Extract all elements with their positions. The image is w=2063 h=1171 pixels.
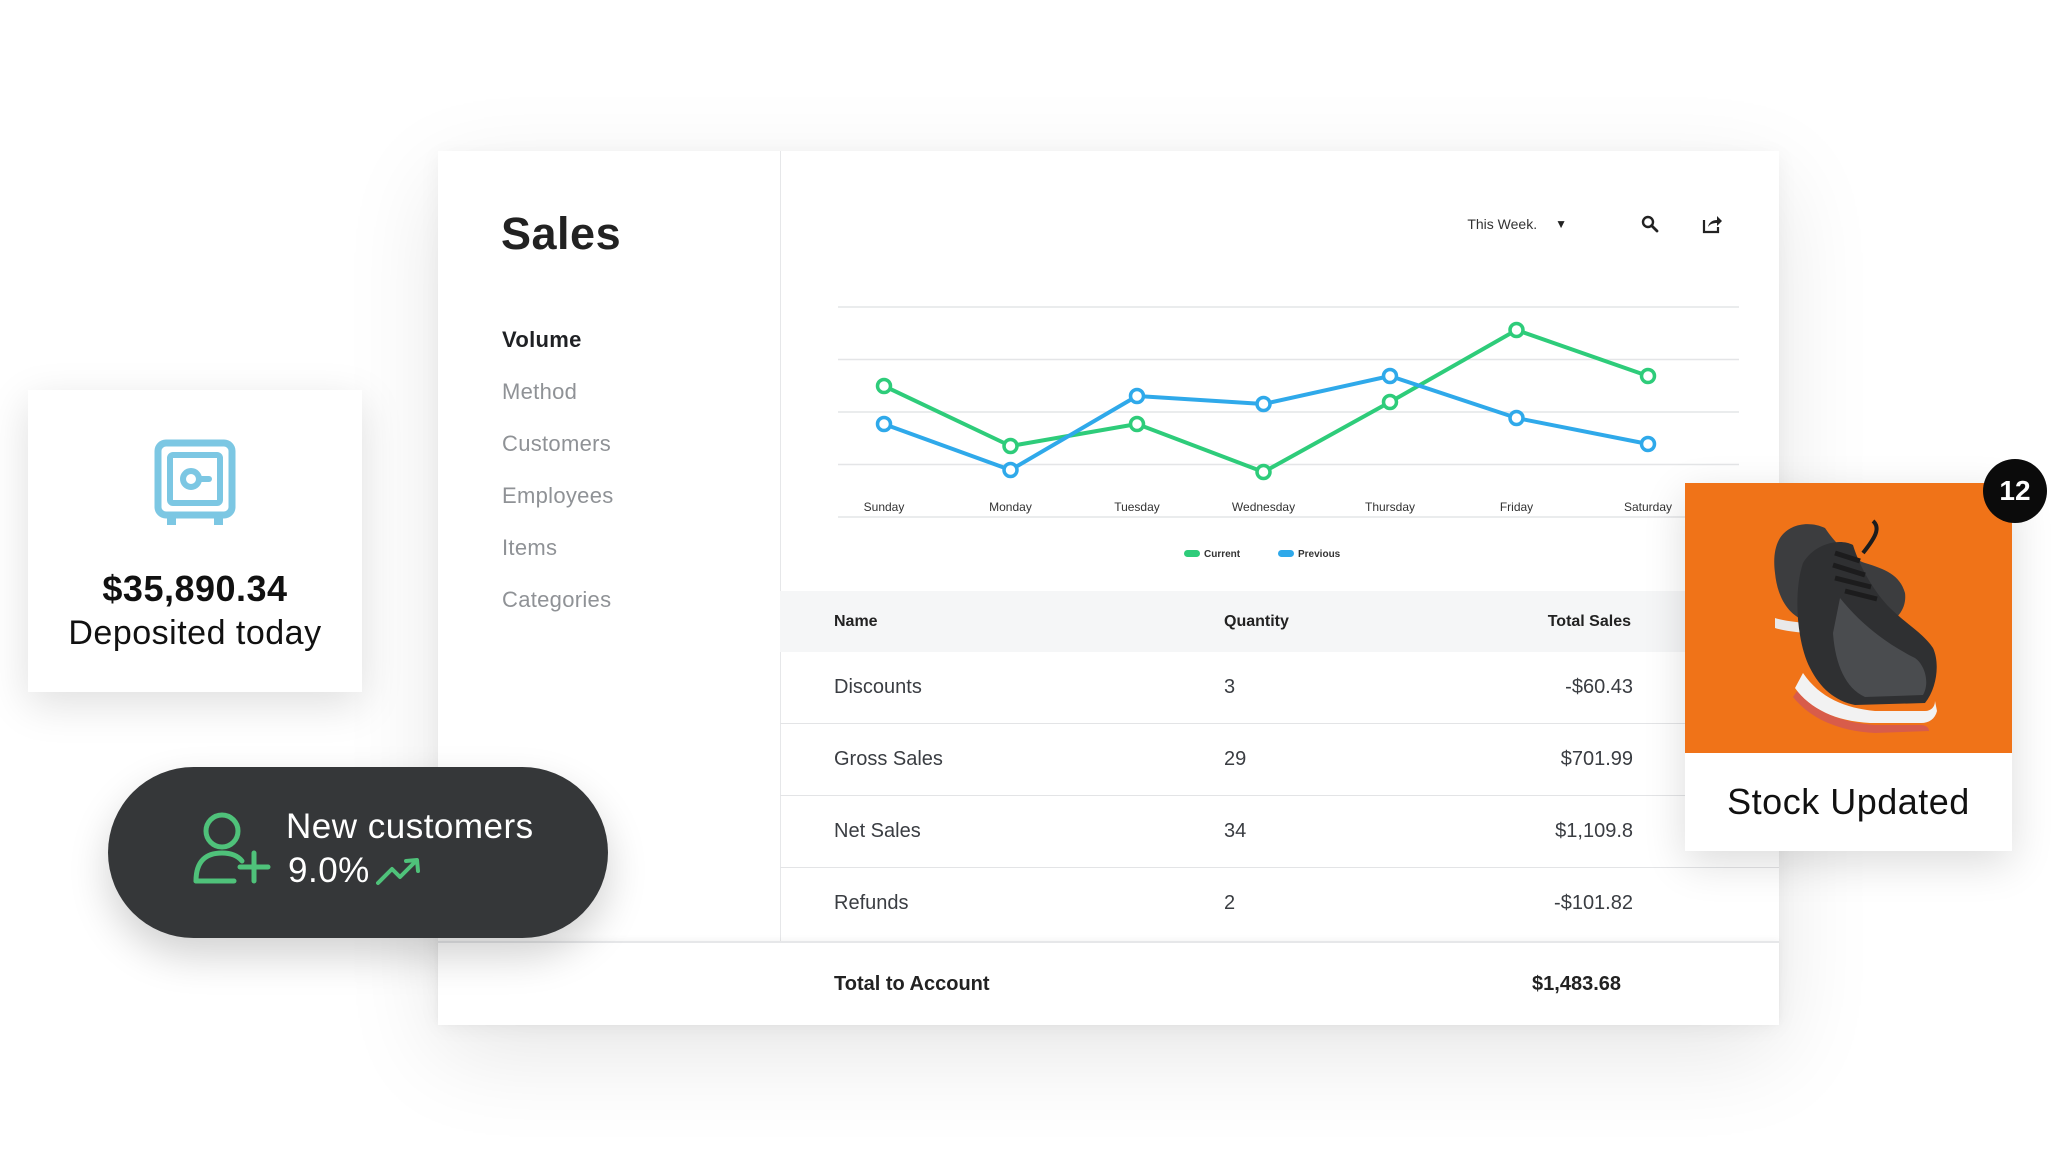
sales-panel: Sales Volume Method Customers Employees … [438, 151, 1779, 1025]
stock-updated-card[interactable]: Stock Updated [1685, 483, 2012, 851]
stock-updated-label: Stock Updated [1727, 781, 1970, 822]
safe-icon [153, 438, 237, 535]
x-tick-label: Wednesday [1232, 500, 1295, 514]
x-tick-label: Tuesday [1114, 500, 1160, 514]
sales-line-chart: Sunday Monday Tuesday Wednesday Thursday Frid… [780, 271, 1779, 591]
header-total-sales: Total Sales [1547, 612, 1631, 630]
x-tick-label: Friday [1500, 500, 1533, 514]
row-quantity: 2 [1224, 892, 1236, 914]
sidebar-item-volume[interactable]: Volume [502, 327, 582, 352]
notification-badge: 12 [1983, 459, 2047, 523]
data-point [1002, 461, 1019, 479]
legend-swatch [1184, 550, 1200, 557]
table-row[interactable]: Gross Sales 29 $701.99 [780, 724, 1779, 796]
caret-down-icon: ▼ [1555, 217, 1567, 231]
data-point [875, 415, 893, 433]
table-header: Name Quantity Total Sales [780, 591, 1779, 652]
header-quantity: Quantity [1224, 612, 1289, 630]
table-row[interactable]: Refunds 2 -$101.82 [780, 868, 1779, 939]
new-customers-title: New customers [286, 807, 534, 846]
x-tick-label: Saturday [1624, 500, 1672, 514]
date-range-label: This Week. [1467, 216, 1538, 232]
sidebar-item-customers[interactable]: Customers [502, 431, 612, 456]
row-total: $701.99 [1560, 748, 1633, 770]
x-tick-label: Thursday [1365, 500, 1415, 514]
new-customers-percent: 9.0% [288, 851, 370, 890]
data-point [1002, 437, 1019, 455]
series-line-previous [883, 374, 1649, 472]
sales-sidebar: Sales Volume Method Customers Employees … [438, 151, 781, 941]
row-total: -$60.43 [1565, 676, 1633, 698]
export-icon[interactable] [1701, 213, 1723, 235]
row-name: Gross Sales [834, 748, 943, 770]
legend-label: Previous [1298, 549, 1341, 560]
sales-table: Name Quantity Total Sales Discounts 3 -$… [780, 591, 1779, 939]
sidebar-item-items[interactable]: Items [502, 535, 558, 560]
data-point [1381, 393, 1399, 411]
header-name: Name [834, 612, 878, 630]
sidebar-nav: Volume Method Customers Employees Items … [502, 325, 614, 637]
x-tick-label: Monday [989, 500, 1032, 514]
data-point [1255, 463, 1272, 481]
line-chart-svg: Sunday Monday Tuesday Wednesday Thursday Frid… [838, 306, 1739, 560]
trend-up-icon [376, 857, 422, 892]
chart-toolbar: This Week. ▼ [1467, 213, 1723, 235]
data-point [1508, 409, 1525, 427]
row-total: -$101.82 [1554, 892, 1633, 914]
new-customers-card: New customers 9.0% [108, 767, 608, 938]
search-icon[interactable] [1639, 213, 1661, 235]
total-label: Total to Account [834, 973, 990, 995]
data-point [875, 377, 893, 395]
page-title: Sales [501, 208, 622, 259]
x-tick-label: Sunday [864, 500, 905, 514]
sidebar-item-employees[interactable]: Employees [502, 483, 614, 508]
row-quantity: 3 [1224, 676, 1236, 698]
data-point [1128, 415, 1146, 433]
legend-swatch [1278, 550, 1294, 557]
data-point [1128, 387, 1146, 405]
deposit-amount: $35,890.34 [102, 568, 288, 609]
add-user-icon [192, 811, 272, 892]
deposit-card: $35,890.34 Deposited today [28, 390, 362, 692]
sneaker-image [1685, 483, 2012, 753]
row-name: Discounts [834, 676, 922, 698]
deposit-label: Deposited today [68, 614, 322, 652]
row-quantity: 34 [1224, 820, 1247, 842]
row-quantity: 29 [1224, 748, 1247, 770]
total-to-account-bar: Total to Account $1,483.68 [438, 941, 1779, 1025]
row-name: Net Sales [834, 820, 921, 842]
legend-label: Current [1204, 549, 1241, 560]
sidebar-item-method[interactable]: Method [502, 379, 578, 404]
data-point [1255, 395, 1272, 413]
row-name: Refunds [834, 892, 909, 914]
data-point [1381, 367, 1399, 385]
data-point [1639, 435, 1657, 453]
data-point [1639, 367, 1657, 385]
data-point [1508, 321, 1525, 339]
sidebar-item-categories[interactable]: Categories [502, 587, 612, 612]
row-total: $1,109.8 [1555, 820, 1633, 842]
date-range-select[interactable]: This Week. ▼ [1467, 216, 1567, 232]
table-row[interactable]: Net Sales 34 $1,109.8 [780, 796, 1779, 868]
total-value: $1,483.68 [1532, 973, 1621, 995]
table-row[interactable]: Discounts 3 -$60.43 [780, 652, 1779, 724]
